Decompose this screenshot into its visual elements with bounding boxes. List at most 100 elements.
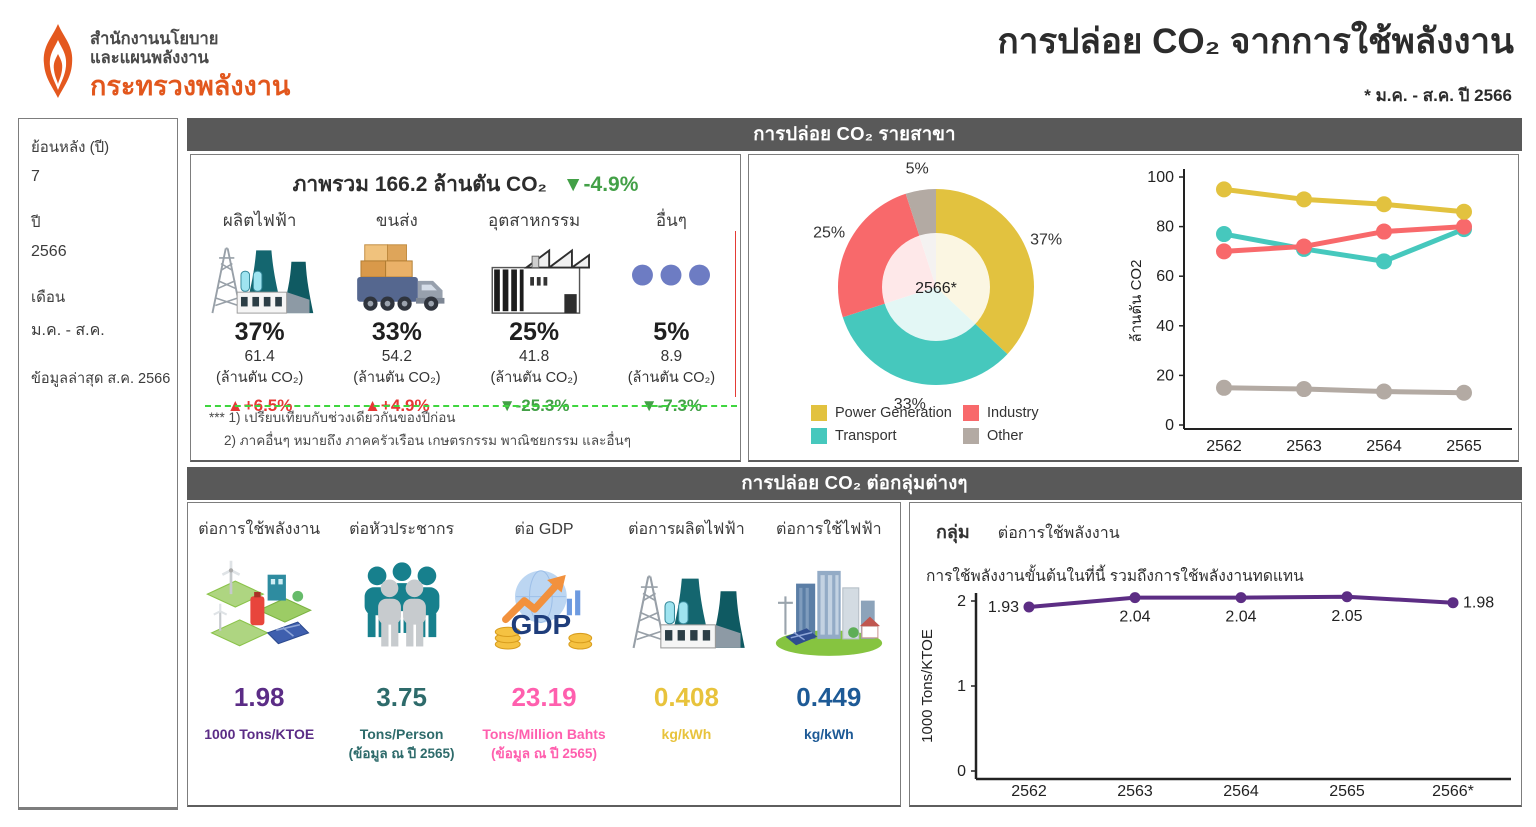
svg-text:2.04: 2.04	[1225, 609, 1256, 626]
category-percent: 33%	[371, 318, 422, 346]
footnote-2: 2) ภาคอื่นๆ หมายถึง ภาคครัวเรือน เกษตรกร…	[224, 432, 631, 448]
category-industry: อุตสาหกรรม 25% 41.8 (ล้านตัน CO₂) ▼-25.3…	[466, 207, 603, 416]
legend-swatch	[963, 405, 979, 421]
svg-text:1: 1	[957, 678, 966, 695]
metric-unit: kg/kWh	[803, 726, 854, 742]
svg-text:2564: 2564	[1223, 783, 1259, 800]
footnote-1: *** 1) เปรียบเทียบกับช่วงเดียวกันของปีก่…	[209, 410, 456, 426]
metric-note: (ข้อมูล ณ ปี 2565)	[491, 746, 597, 761]
ministry-name: กระทรวงพลังงาน	[90, 70, 291, 101]
category-value: 41.8	[519, 348, 550, 365]
intensity-panel: การปล่อย CO₂ ต่อกลุ่มต่างๆ ต่อการใช้พลัง…	[187, 467, 1522, 810]
slicer-history-years: ย้อนหลัง (ปี) 7	[31, 135, 165, 186]
metric-per-energy: ต่อการใช้พลังงาน 1.98 1000 Tons/KTOE	[188, 517, 330, 805]
group-selector: กลุ่ม ต่อการใช้พลังงาน	[936, 517, 1120, 546]
slicer-month: เดือน ม.ค. - ส.ค.	[31, 285, 165, 343]
slicer-history-years-label: ย้อนหลัง (ปี)	[31, 139, 110, 156]
legend-item-transport[interactable]: Transport	[811, 428, 963, 444]
metric-unit: Tons/Person	[359, 726, 444, 742]
category-unit: (ล้านตัน CO₂)	[627, 370, 716, 386]
category-label: อุตสาหกรรม	[488, 211, 581, 230]
donut-legend: Power Generation Industry Transport Othe…	[811, 405, 1115, 444]
sector-stats-box: ภาพรวม 166.2 ล้านตัน CO₂ ▼-4.9% ผลิตไฟฟ้…	[190, 154, 741, 462]
svg-text:ล้านตัน CO2: ล้านตัน CO2	[1129, 260, 1145, 343]
agency-name-line2: และแผนพลังงาน	[90, 49, 209, 68]
sector-categories: ผลิตไฟฟ้า 37% 61.4 (ล้านตัน CO₂) ▲+6.5% …	[191, 207, 740, 416]
svg-text:37%: 37%	[1030, 231, 1062, 248]
group-label: กลุ่ม	[936, 522, 970, 542]
power-plant-icon	[615, 548, 757, 666]
slicer-history-years-value[interactable]: 7	[31, 168, 40, 185]
category-label: ผลิตไฟฟ้า	[222, 211, 297, 230]
category-value: 54.2	[381, 348, 412, 365]
population-icon	[330, 548, 472, 666]
legend-item-other[interactable]: Other	[963, 428, 1115, 444]
svg-text:2566*: 2566*	[915, 280, 957, 297]
svg-text:2563: 2563	[1286, 438, 1322, 455]
metric-note: (ข้อมูล ณ ปี 2565)	[348, 746, 455, 761]
category-percent: 5%	[653, 318, 690, 346]
metric-unit: 1000 Tons/KTOE	[204, 726, 315, 742]
metric-unit: kg/kWh	[661, 726, 712, 742]
legend-label: Transport	[835, 428, 897, 444]
metric-label: ต่อการใช้พลังงาน	[198, 521, 321, 538]
category-unit: (ล้านตัน CO₂)	[490, 370, 578, 386]
category-value: 8.9	[660, 348, 683, 365]
overview-title: ภาพรวม 166.2 ล้านตัน CO₂	[292, 173, 547, 196]
metric-per-power-generation: ต่อการผลิตไฟฟ้า 0.408 kg/kWh	[615, 517, 757, 805]
category-unit: (ล้านตัน CO₂)	[353, 370, 441, 386]
category-transport: ขนส่ง 33% 54.2 (ล้านตัน CO₂) ▲+4.9%	[328, 207, 465, 416]
svg-text:20: 20	[1156, 367, 1174, 384]
metric-value: 1.98	[233, 682, 285, 712]
slicer-month-value[interactable]: ม.ค. - ส.ค.	[31, 322, 105, 339]
category-label: อื่นๆ	[655, 211, 687, 230]
svg-text:2566*: 2566*	[1432, 783, 1474, 800]
sector-share-donut-chart: 37% 33% 25% 5% 2566*	[813, 160, 1062, 413]
svg-text:2.04: 2.04	[1119, 609, 1150, 626]
agency-name: สำนักงานนโยบาย และแผนพลังงาน กระทรวงพลัง…	[90, 22, 290, 103]
metric-value: 0.408	[653, 682, 719, 712]
city-icon	[758, 548, 900, 666]
svg-text:2565: 2565	[1329, 783, 1365, 800]
intensity-note: การใช้พลังงานขั้นต้นในที่นี้ รวมถึงการใช…	[926, 568, 1304, 585]
intensity-trend-line-chart: 0 1 2 2562 2563 2564 2565 2566* 1.93 2.04 2.04 2.05…	[919, 591, 1511, 800]
slicer-month-label: เดือน	[31, 289, 66, 306]
svg-text:1000 Tons/KTOE: 1000 Tons/KTOE	[919, 629, 936, 743]
flame-icon	[43, 24, 73, 98]
legend-swatch	[811, 428, 827, 444]
category-power-generation: ผลิตไฟฟ้า 37% 61.4 (ล้านตัน CO₂) ▲+6.5%	[191, 207, 328, 416]
legend-label: Industry	[987, 405, 1039, 421]
category-others: อื่นๆ 5% 8.9 (ล้านตัน CO₂) ▼-7.3%	[603, 207, 740, 416]
svg-text:100: 100	[1147, 169, 1174, 186]
legend-label: Power Generation	[835, 405, 952, 421]
agency-logo: สำนักงานนโยบาย และแผนพลังงาน กระทรวงพลัง…	[36, 22, 290, 103]
factory-icon	[466, 237, 603, 315]
last-updated-text: ข้อมูลล่าสุด ส.ค. 2566	[31, 371, 171, 387]
legend-item-industry[interactable]: Industry	[963, 405, 1115, 421]
footnotes: *** 1) เปรียบเทียบกับช่วงเดียวกันของปีก่…	[209, 407, 631, 452]
legend-item-power-generation[interactable]: Power Generation	[811, 405, 963, 421]
svg-text:1.93: 1.93	[988, 599, 1019, 616]
category-unit: (ล้านตัน CO₂)	[215, 370, 304, 386]
group-value[interactable]: ต่อการใช้พลังงาน	[997, 525, 1120, 542]
svg-text:2: 2	[957, 593, 966, 610]
metric-value: 23.19	[511, 682, 577, 712]
filter-sidebar: ย้อนหลัง (ปี) 7 ปี 2566 เดือน ม.ค. - ส.ค…	[18, 118, 178, 810]
svg-text:0: 0	[957, 763, 966, 780]
intensity-metrics-box: ต่อการใช้พลังงาน 1.98 1000 Tons/KTOE ต่อ…	[187, 502, 901, 807]
gdp-icon	[473, 548, 615, 666]
svg-text:40: 40	[1156, 318, 1174, 335]
metric-per-capita: ต่อหัวประชากร 3.75 Tons/Person (ข้อมูล ณ…	[330, 517, 472, 805]
slicer-year: ปี 2566	[31, 210, 165, 261]
svg-text:2563: 2563	[1117, 783, 1153, 800]
metric-label: ต่อการใช้ไฟฟ้า	[776, 521, 882, 538]
metric-per-electricity-use: ต่อการใช้ไฟฟ้า 0.449 kg/kWh	[758, 517, 900, 805]
legend-swatch	[811, 405, 827, 421]
svg-text:2564: 2564	[1366, 438, 1402, 455]
slicer-year-value[interactable]: 2566	[31, 243, 67, 260]
svg-text:2562: 2562	[1206, 438, 1242, 455]
power-plant-icon	[191, 237, 328, 315]
metric-label: ต่อการผลิตไฟฟ้า	[628, 521, 745, 538]
svg-text:2562: 2562	[1011, 783, 1047, 800]
